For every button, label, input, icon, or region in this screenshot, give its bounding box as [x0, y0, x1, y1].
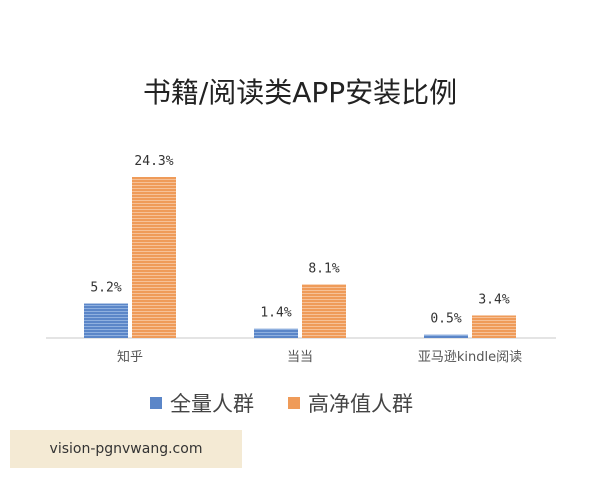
data-label-series2-0: 24.3%	[134, 154, 173, 169]
category-label-1: 当当	[287, 350, 313, 365]
chart-title: 书籍/阅读类APP安装比例	[143, 76, 457, 109]
data-label-series1-1: 1.4%	[260, 306, 291, 321]
bar-series1-1	[254, 328, 298, 338]
bar-series2-0	[132, 177, 176, 338]
bar-series1-0	[84, 303, 128, 338]
data-label-series1-2: 0.5%	[430, 312, 461, 327]
category-label-2: 亚马逊kindle阅读	[418, 350, 522, 365]
bar-series1-2	[424, 334, 468, 338]
legend-swatch-series2	[288, 397, 300, 409]
bars-layer	[84, 177, 516, 338]
data-label-series2-2: 3.4%	[478, 292, 509, 307]
bar-series2-1	[302, 284, 346, 338]
legend-label-series2: 高净值人群	[308, 392, 413, 416]
category-labels-layer: 知乎 当当 亚马逊kindle阅读	[117, 349, 522, 365]
watermark-banner: vision-pgnvwang.com	[10, 430, 242, 468]
data-label-series1-0: 5.2%	[90, 281, 121, 296]
legend-swatch-series1	[150, 397, 162, 409]
data-labels-layer: 5.2% 24.3% 1.4% 8.1% 0.5% 3.4%	[90, 154, 509, 327]
legend: 全量人群 高净值人群	[150, 392, 413, 416]
legend-label-series1: 全量人群	[170, 392, 254, 416]
data-label-series2-1: 8.1%	[308, 261, 339, 276]
bar-series2-2	[472, 315, 516, 338]
category-label-0: 知乎	[117, 349, 143, 365]
